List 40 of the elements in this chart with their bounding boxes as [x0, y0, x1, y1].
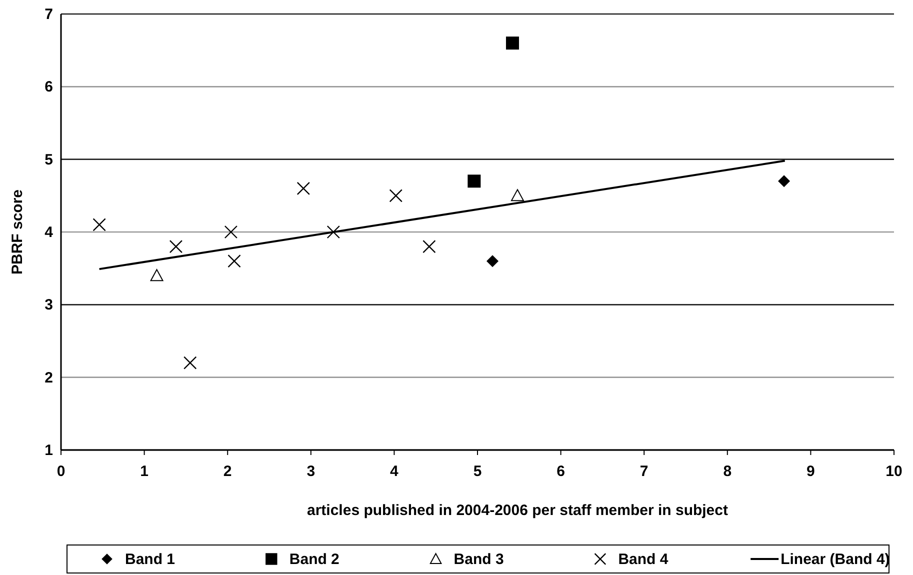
y-tick-label: 3 — [44, 296, 53, 314]
x-tick-label: 8 — [723, 463, 732, 480]
point — [422, 240, 436, 254]
x-tick-label: 5 — [473, 463, 482, 480]
legend-label: Band 3 — [454, 551, 504, 568]
legend-label: Linear (Band 4) — [780, 551, 890, 568]
y-tick-label: 7 — [44, 6, 53, 23]
x-tick-label: 6 — [556, 463, 565, 480]
x-tick-label: 7 — [640, 463, 648, 480]
y-tick-label: 1 — [44, 442, 53, 459]
y-tick-label: 4 — [44, 224, 54, 241]
legend-label: Band 1 — [125, 551, 176, 568]
y-tick-label: 2 — [44, 369, 53, 386]
x-tick-label: 1 — [140, 463, 148, 480]
x-tick-label: 10 — [886, 463, 902, 480]
point — [326, 225, 340, 239]
x-tick-label: 0 — [56, 463, 66, 480]
point — [468, 174, 481, 188]
legend-label: Band 4 — [618, 551, 669, 568]
point — [169, 240, 183, 254]
legend-label: Band 2 — [289, 551, 340, 568]
x-tick-label: 3 — [306, 463, 316, 480]
y-tick-label: 6 — [44, 78, 53, 96]
x-tick-label: 2 — [223, 463, 232, 480]
point — [184, 356, 197, 370]
x-axis-title: articles published in 2004-2006 per staff member in subject — [307, 502, 728, 519]
y-axis-title: PBRF score — [9, 189, 26, 275]
point — [506, 36, 519, 50]
point — [228, 254, 241, 268]
point — [92, 218, 106, 232]
point — [296, 182, 310, 195]
y-tick-label: 5 — [44, 151, 53, 168]
point — [510, 189, 524, 202]
x-tick-label: 4 — [390, 463, 400, 480]
point — [150, 269, 164, 282]
x-tick-label: 9 — [806, 463, 815, 480]
point — [389, 189, 402, 202]
point — [224, 225, 238, 239]
point — [486, 255, 498, 268]
point — [778, 175, 790, 188]
